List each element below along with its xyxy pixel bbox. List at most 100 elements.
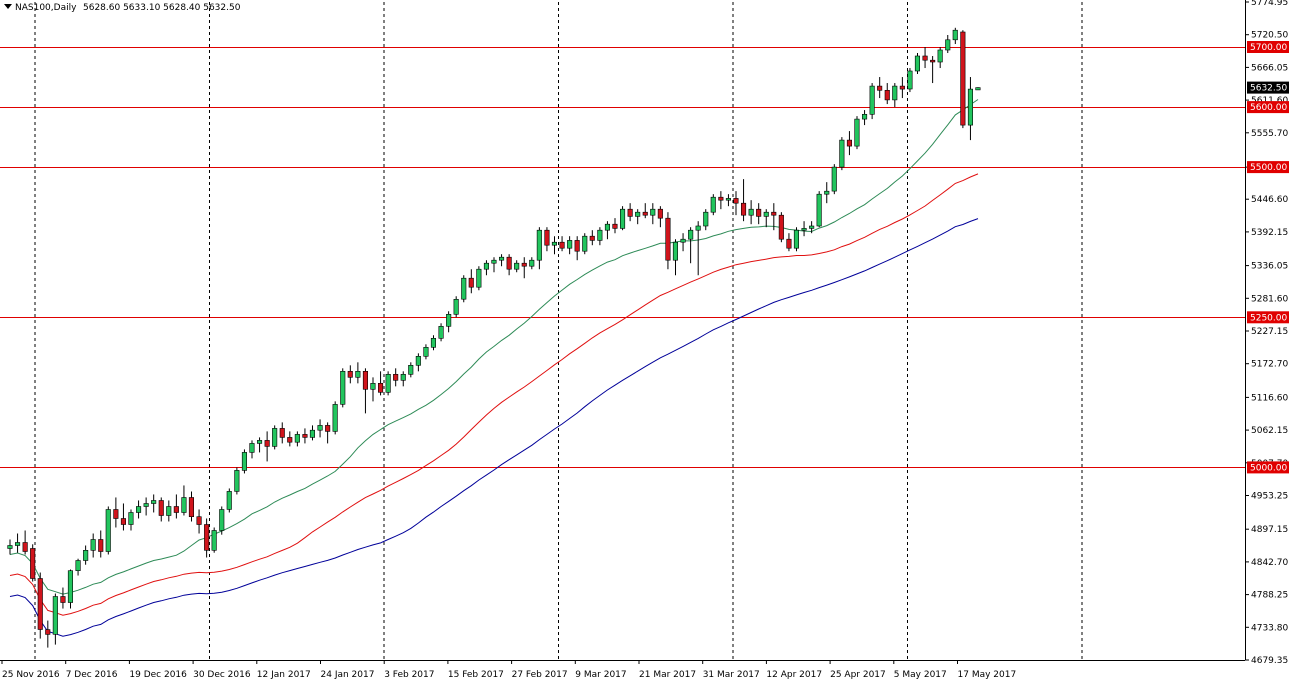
- candle-down: [377, 382, 384, 393]
- candle-down: [362, 370, 369, 390]
- candle-down: [37, 578, 43, 630]
- price-tick-label: 5227.15: [1251, 327, 1288, 337]
- candle-down: [264, 440, 270, 447]
- current-price-label: 5632.50: [1250, 84, 1287, 94]
- candle-down: [960, 31, 966, 126]
- candle-up: [75, 560, 81, 571]
- candle-down: [30, 548, 36, 579]
- candle-down: [657, 208, 663, 219]
- candle-up: [854, 118, 860, 147]
- candle-up: [249, 443, 255, 453]
- candle-up: [952, 29, 958, 41]
- price-tick-label: 5281.60: [1251, 294, 1288, 304]
- candle-down: [113, 509, 119, 519]
- level-tag: [1247, 101, 1289, 114]
- candle-up: [211, 530, 217, 551]
- candle-down: [930, 59, 936, 63]
- time-tick-label: 7 Dec 2016: [66, 670, 118, 680]
- triangle-down-icon[interactable]: [4, 4, 12, 9]
- level-tag-label: 5600.00: [1250, 103, 1287, 113]
- candle-down: [877, 85, 883, 91]
- time-tick-label: 25 Nov 2016: [2, 670, 60, 680]
- candle-up: [67, 570, 73, 603]
- price-tick-label: 4788.25: [1251, 591, 1288, 601]
- candle-up: [430, 337, 437, 348]
- candle-down: [740, 202, 747, 216]
- candle-up: [423, 346, 429, 357]
- candle-up: [710, 196, 716, 213]
- candle-up: [415, 355, 421, 366]
- candle-up: [370, 382, 376, 390]
- candle-down: [347, 370, 353, 378]
- candle-down: [22, 542, 28, 552]
- candle-down: [786, 238, 792, 249]
- candle-down: [665, 217, 671, 261]
- candle-up: [498, 256, 505, 261]
- candle-up: [476, 268, 482, 288]
- candle-down: [612, 223, 618, 229]
- time-tick-label: 24 Jan 2017: [321, 670, 375, 680]
- candle-up: [680, 238, 686, 243]
- candle-down: [771, 211, 777, 216]
- candle-down: [158, 500, 164, 516]
- candle-down: [899, 85, 905, 90]
- price-tick-label: 5336.05: [1251, 262, 1288, 272]
- candle-up: [272, 428, 278, 447]
- candle-down: [521, 262, 527, 267]
- candle-up: [703, 211, 709, 227]
- candle-up: [385, 373, 391, 393]
- candle-up: [672, 241, 679, 261]
- candle-down: [468, 277, 474, 288]
- price-tick-label: 5666.05: [1251, 63, 1288, 73]
- level-tag-label: 5000.00: [1250, 463, 1287, 473]
- price-tick-label: 5774.95: [1251, 0, 1288, 8]
- candle-down: [733, 198, 739, 204]
- candle-up: [256, 440, 263, 444]
- time-tick-label: 3 Feb 2017: [384, 670, 434, 680]
- price-tick-label: 5555.70: [1251, 129, 1288, 139]
- candle-down: [884, 90, 890, 101]
- level-tag-label: 5250.00: [1250, 313, 1287, 323]
- candle-up: [294, 434, 300, 443]
- candle-up: [869, 85, 875, 115]
- candle-down: [642, 211, 648, 216]
- candle-down: [98, 539, 104, 552]
- candle-down: [778, 214, 784, 240]
- level-tag-label: 5700.00: [1250, 43, 1287, 53]
- candle-down: [756, 208, 762, 217]
- candle-up: [816, 193, 822, 227]
- candle-down: [45, 629, 51, 635]
- candle-up: [181, 497, 187, 513]
- candle-down: [846, 139, 853, 147]
- candle-down: [922, 55, 928, 61]
- candle-up: [105, 509, 111, 552]
- candle-up: [793, 229, 800, 249]
- candle-up: [400, 373, 406, 381]
- candle-up: [340, 370, 346, 405]
- candle-up: [219, 509, 225, 531]
- candle-up: [491, 259, 497, 264]
- candle-up: [824, 190, 830, 195]
- candle-up: [619, 208, 626, 229]
- time-tick-label: 5 May 2017: [894, 670, 947, 680]
- price-tick-label: 4953.25: [1251, 492, 1288, 502]
- current-price-tag: [1247, 81, 1289, 94]
- candle-up: [914, 55, 921, 72]
- level-tag: [1247, 311, 1289, 324]
- candle-up: [831, 166, 837, 192]
- price-tick-label: 5446.60: [1251, 195, 1288, 205]
- time-tick-label: 27 Feb 2017: [512, 670, 568, 680]
- candle-up: [446, 313, 452, 327]
- time-tick-label: 15 Feb 2017: [448, 670, 504, 680]
- candle-up: [536, 229, 542, 261]
- candle-up: [453, 298, 459, 315]
- time-tick-label: 12 Jan 2017: [257, 670, 311, 680]
- candle-down: [544, 229, 550, 246]
- price-tick-label: 5172.70: [1251, 360, 1288, 370]
- candle-up: [355, 370, 361, 378]
- candle-up: [529, 259, 535, 267]
- candle-down: [559, 241, 565, 249]
- candle-up: [317, 425, 323, 431]
- candle-up: [309, 429, 316, 438]
